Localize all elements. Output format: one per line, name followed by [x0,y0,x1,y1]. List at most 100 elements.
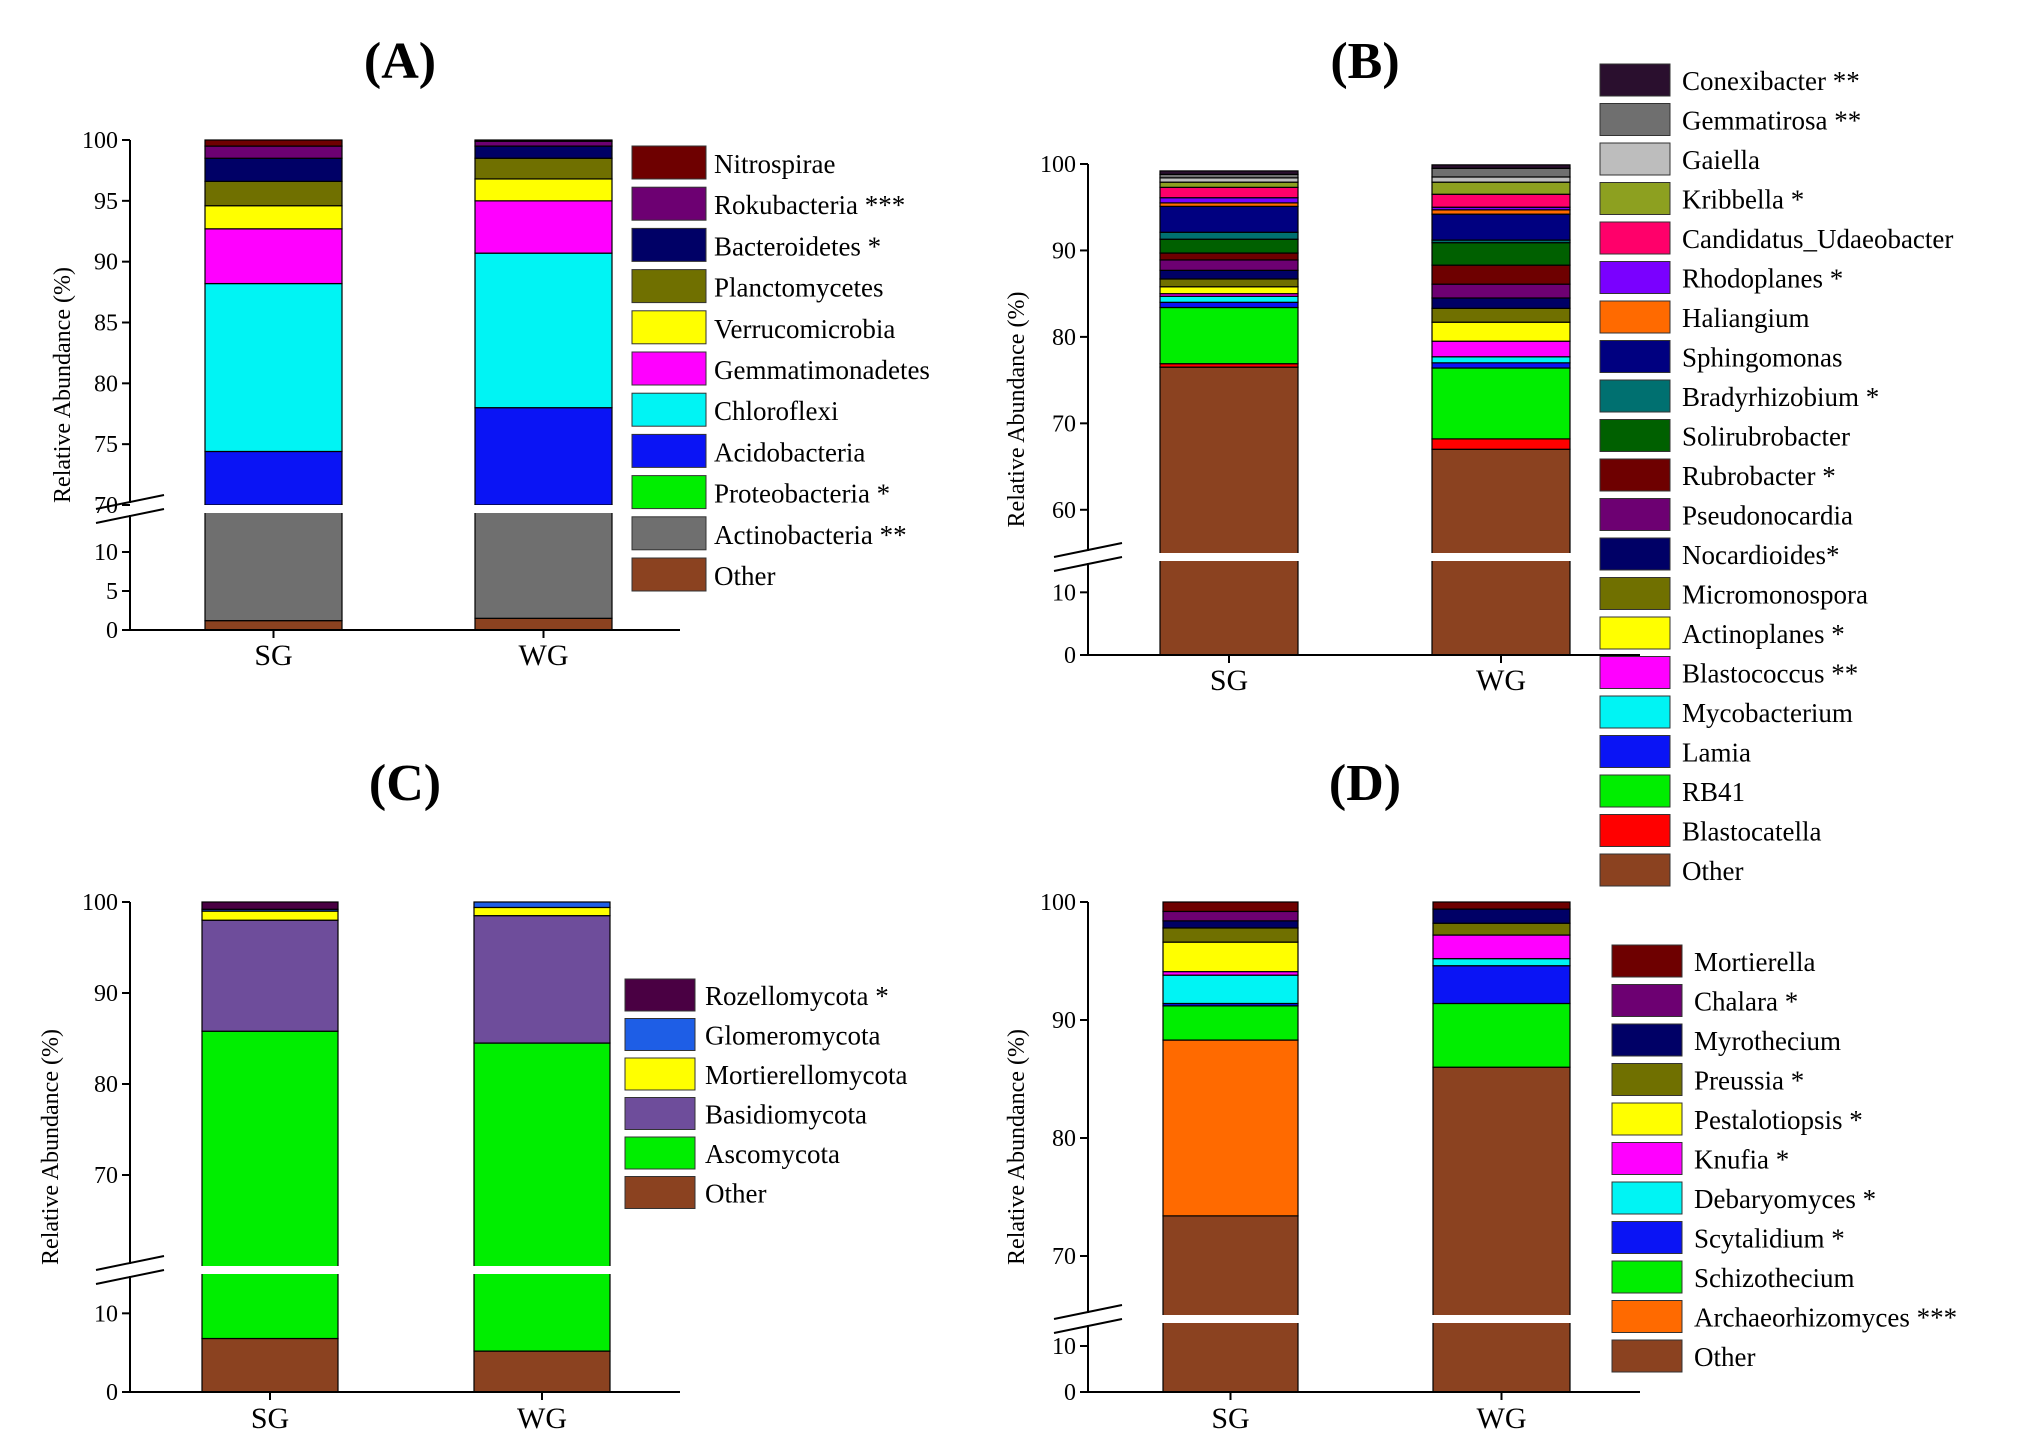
panel-title: (A) [364,33,436,90]
legend-swatch [631,186,707,221]
legend-swatch [631,392,707,427]
y-tick-label: 80 [94,1072,118,1098]
bar-segment [474,504,613,619]
bar-segment [1159,306,1299,365]
category-label: SG [1210,664,1248,697]
bar-segment [1159,252,1299,261]
axis-break-gap [200,1266,340,1274]
legend-swatch [1599,419,1671,452]
bar-segment [473,915,611,1044]
axis-break-gap [1161,1315,1300,1323]
legend-label: Knufia * [1694,1145,1789,1175]
axis-break-mark [1053,1304,1123,1320]
bar-segment [1431,264,1571,285]
bar-segment [474,252,613,409]
y-tick-label: 90 [94,250,118,276]
bar-segment [1432,965,1571,1005]
y-tick-label: 75 [94,432,118,458]
legend-swatch [624,1018,696,1051]
bar-segment [1159,278,1299,288]
legend-swatch [624,1136,696,1170]
y-tick-label: 70 [1052,1244,1076,1270]
bar-segment [201,910,339,921]
legend-swatch [1611,1300,1683,1333]
bar-segment [1162,1039,1299,1217]
bar-segment [1431,181,1571,195]
legend-label: Preussia * [1694,1066,1804,1096]
legend-swatch [631,475,707,510]
y-tick-label: 80 [1052,325,1076,351]
bar-segment [204,205,343,230]
bar-segment [473,1042,611,1352]
bar-segment [1162,974,1299,1005]
bar-segment [204,504,343,622]
y-tick-label: 100 [1040,152,1076,178]
bar-segment [474,145,613,159]
bar-segment [1162,920,1299,929]
bar-segment [1159,177,1299,183]
axis-break-mark [95,508,165,524]
y-tick-label: 10 [1052,1334,1076,1360]
bar-segment [1162,927,1299,943]
legend-swatch [1611,1063,1683,1096]
bar-segment [1432,908,1571,924]
panel-d: (D) SG WG 0 10 70 80 90 100 Relative Abundance (%… [1004,755,1957,1435]
bar-segment [1162,901,1299,913]
axis-break-gap [203,505,344,513]
legend-label: Sphingomonas [1682,343,1843,373]
bar-segment [204,157,343,182]
bar-segment [1431,193,1571,208]
category-label: SG [254,639,292,672]
legend-label: Solirubrobacter [1682,422,1850,452]
legend-swatch [631,557,707,592]
legend-label: Pestalotiopsis * [1694,1105,1863,1135]
legend-swatch [624,1176,696,1209]
bar-segment [204,180,343,207]
legend-label: Basidiomycota [705,1100,867,1130]
legend-label: Ascomycota [705,1139,840,1169]
bar-segment [1431,213,1571,241]
y-tick-label: 10 [1052,580,1076,606]
legend-label: Mortierellomycota [705,1060,907,1090]
legend-label: Other [714,561,775,591]
legend-swatch [1599,577,1671,610]
legend-swatch [1599,616,1671,650]
legend-label: Other [1694,1342,1755,1372]
bar-segment [1159,238,1299,254]
axis-break-gap [472,1266,612,1274]
bar-segment [1159,181,1299,188]
bar-segment [204,145,343,159]
y-tick-label: 90 [1052,1008,1076,1034]
legend-swatch [1611,1221,1683,1254]
legend-swatch [1599,182,1671,215]
legend: Conexibacter ** Gemmatirosa ** Gaiella Krib… [1599,63,1953,887]
legend-label: Haliangium [1682,303,1809,333]
bar-segment [1159,295,1299,303]
legend-swatch [1599,63,1671,97]
bar-segment [1431,283,1571,299]
bar-segment [473,901,611,909]
bar-segment [474,200,613,254]
legend-label: Gaiella [1682,145,1760,175]
category-label: SG [1211,1402,1249,1435]
bar-segment [473,1350,611,1393]
legend-swatch [1611,1023,1683,1057]
bar-segment [1159,170,1299,175]
bar-segment [1159,231,1299,240]
bar-segment [1431,242,1571,266]
legend-label: Nitrospirae [714,149,835,179]
legend-swatch [1599,221,1671,255]
bar-segment [473,906,611,917]
legend-label: Rozellomycota * [705,981,889,1011]
y-axis-label: Relative Abundance (%) [1004,1029,1030,1265]
bar-segment [1432,922,1571,936]
legend-label: Chalara * [1694,987,1798,1017]
bar-segment [1431,367,1571,440]
y-tick-label: 0 [106,1380,118,1406]
bar-segment [1159,286,1299,295]
legend-swatch [631,310,707,345]
bar-segment [474,157,613,180]
legend-label: Proteobacteria * [714,479,890,509]
legend-label: Acidobacteria [714,437,865,467]
